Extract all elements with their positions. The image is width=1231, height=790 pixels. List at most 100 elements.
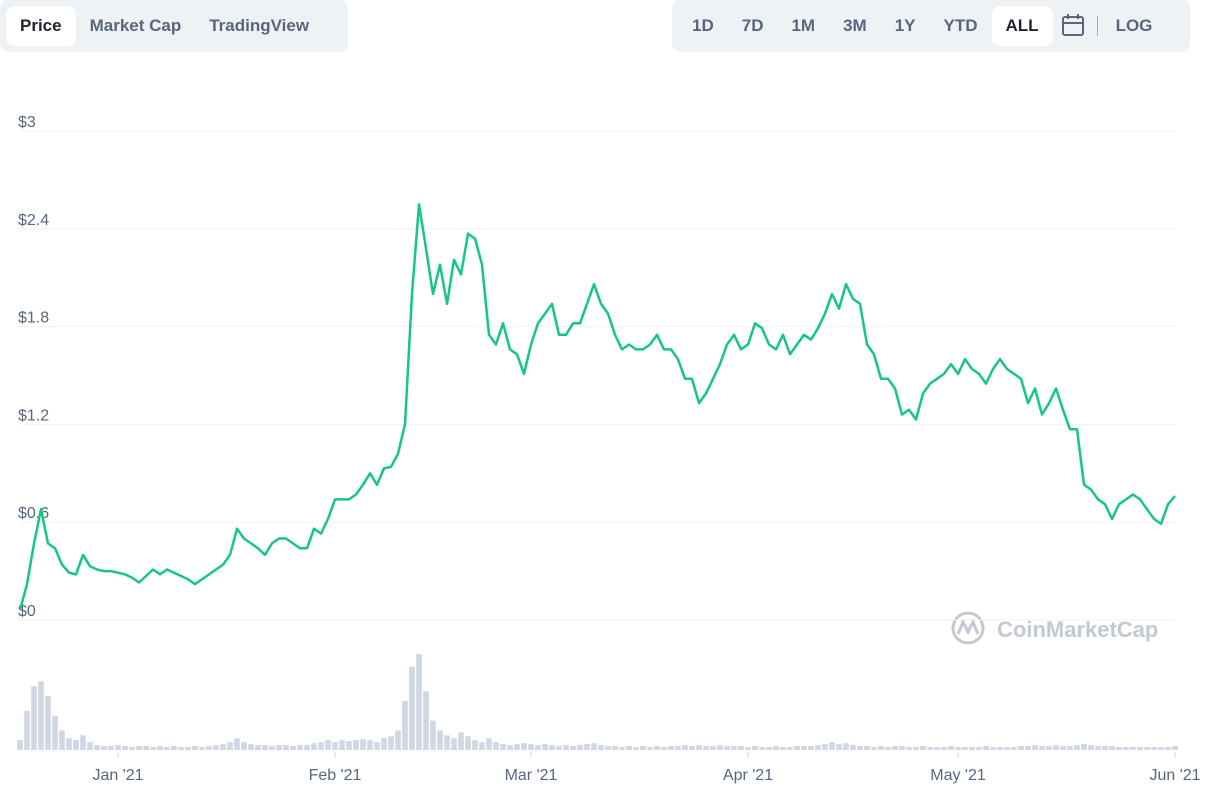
volume-bar — [514, 744, 520, 750]
volume-bar — [472, 740, 478, 750]
volume-bar — [927, 747, 933, 750]
tab[interactable]: Market Cap — [89, 16, 182, 35]
volume-bar — [962, 747, 968, 750]
volume-bar — [1116, 747, 1122, 750]
volume-bar — [227, 742, 233, 750]
volume-bar — [913, 747, 919, 750]
volume-bar — [171, 746, 177, 750]
volume-bar — [787, 747, 793, 750]
volume-bar — [822, 744, 828, 750]
volume-bar — [353, 740, 359, 750]
volume-bar — [906, 747, 912, 750]
volume-bar — [766, 747, 772, 750]
volume-bar — [836, 744, 842, 750]
volume-bar — [1158, 747, 1164, 750]
volume-bar — [738, 746, 744, 750]
tab[interactable]: Price — [6, 6, 76, 46]
volume-bar — [577, 745, 583, 750]
volume-bar — [66, 738, 72, 750]
x-tick-label: Apr '21 — [723, 767, 773, 784]
volume-bar — [871, 747, 877, 750]
volume-bar — [647, 747, 653, 750]
volume-bar — [444, 735, 450, 750]
volume-bar — [668, 746, 674, 750]
volume-bar — [395, 730, 401, 750]
volume-bar — [773, 746, 779, 750]
volume-bar — [507, 745, 513, 750]
range-button[interactable]: ALL — [991, 6, 1053, 46]
volume-bar — [717, 745, 723, 750]
range-button[interactable]: 1D — [692, 16, 714, 35]
volume-bar — [192, 746, 198, 750]
volume-bar — [724, 746, 730, 750]
volume-bar — [108, 746, 114, 750]
volume-bar — [31, 686, 37, 750]
volume-bar — [430, 720, 436, 750]
volume-bar — [150, 747, 156, 750]
volume-bar — [696, 745, 702, 750]
volume-bar — [1018, 746, 1024, 750]
volume-bar — [129, 747, 135, 750]
volume-bar — [1046, 746, 1052, 750]
volume-bar — [437, 730, 443, 750]
range-button[interactable]: 7D — [741, 16, 764, 35]
y-tick-label: $0 — [18, 603, 36, 620]
volume-bar — [815, 745, 821, 750]
volume-bar — [605, 746, 611, 750]
volume-bar — [178, 747, 184, 750]
volume-bar — [549, 745, 555, 750]
calendar-button[interactable] — [1053, 6, 1093, 46]
tab[interactable]: TradingView — [209, 16, 310, 35]
range-button[interactable]: YTD — [943, 16, 978, 35]
volume-bar — [584, 744, 590, 750]
range-button[interactable]: 3M — [843, 16, 867, 35]
watermark: CoinMarketCap — [951, 611, 1158, 645]
volume-bar — [528, 744, 534, 750]
volume-bar — [892, 746, 898, 750]
volume-bar — [941, 747, 947, 750]
volume-bar — [199, 747, 205, 750]
x-tick-label: Jun '21 — [1149, 767, 1200, 784]
volume-bar — [213, 745, 219, 750]
volume-bar — [122, 746, 128, 750]
volume-bar — [556, 746, 562, 750]
volume-bar — [164, 747, 170, 750]
volume-bar — [878, 746, 884, 750]
volume-bar — [794, 746, 800, 750]
volume-bar — [52, 715, 58, 750]
volume-bar — [493, 742, 499, 750]
volume-bar — [570, 746, 576, 750]
volume-bar — [661, 747, 667, 750]
volume-bar — [563, 745, 569, 750]
volume-bar — [990, 747, 996, 750]
volume-bar — [710, 746, 716, 750]
volume-bar — [829, 742, 835, 750]
y-tick-label: $1.2 — [18, 407, 49, 424]
volume-bar — [276, 745, 282, 750]
volume-bar — [458, 732, 464, 750]
volume-bar — [248, 744, 254, 750]
volume-bar — [1095, 746, 1101, 750]
x-tick-label: Jan '21 — [92, 767, 143, 784]
volume-bar — [73, 740, 79, 750]
volume-bar — [45, 696, 51, 750]
volume-bar — [388, 736, 394, 750]
volume-bar — [1109, 746, 1115, 750]
volume-bar — [1032, 745, 1038, 750]
volume-bar — [500, 744, 506, 750]
volume-bar — [59, 730, 65, 750]
range-button[interactable]: 1M — [791, 16, 816, 35]
log-button[interactable]: LOG — [1115, 16, 1153, 35]
volume-bar — [486, 738, 492, 750]
y-tick-label: $0.6 — [18, 505, 49, 522]
watermark-text: CoinMarketCap — [997, 617, 1158, 642]
range-button[interactable]: 1Y — [894, 16, 916, 35]
volume-bar — [1088, 745, 1094, 750]
volume-bar — [1004, 747, 1010, 750]
volume-bar — [969, 747, 975, 750]
volume-bar — [38, 681, 44, 750]
volume-bar — [808, 746, 814, 750]
volume-bar — [360, 739, 366, 750]
volume-bar — [409, 666, 415, 750]
volume-bar — [689, 746, 695, 750]
